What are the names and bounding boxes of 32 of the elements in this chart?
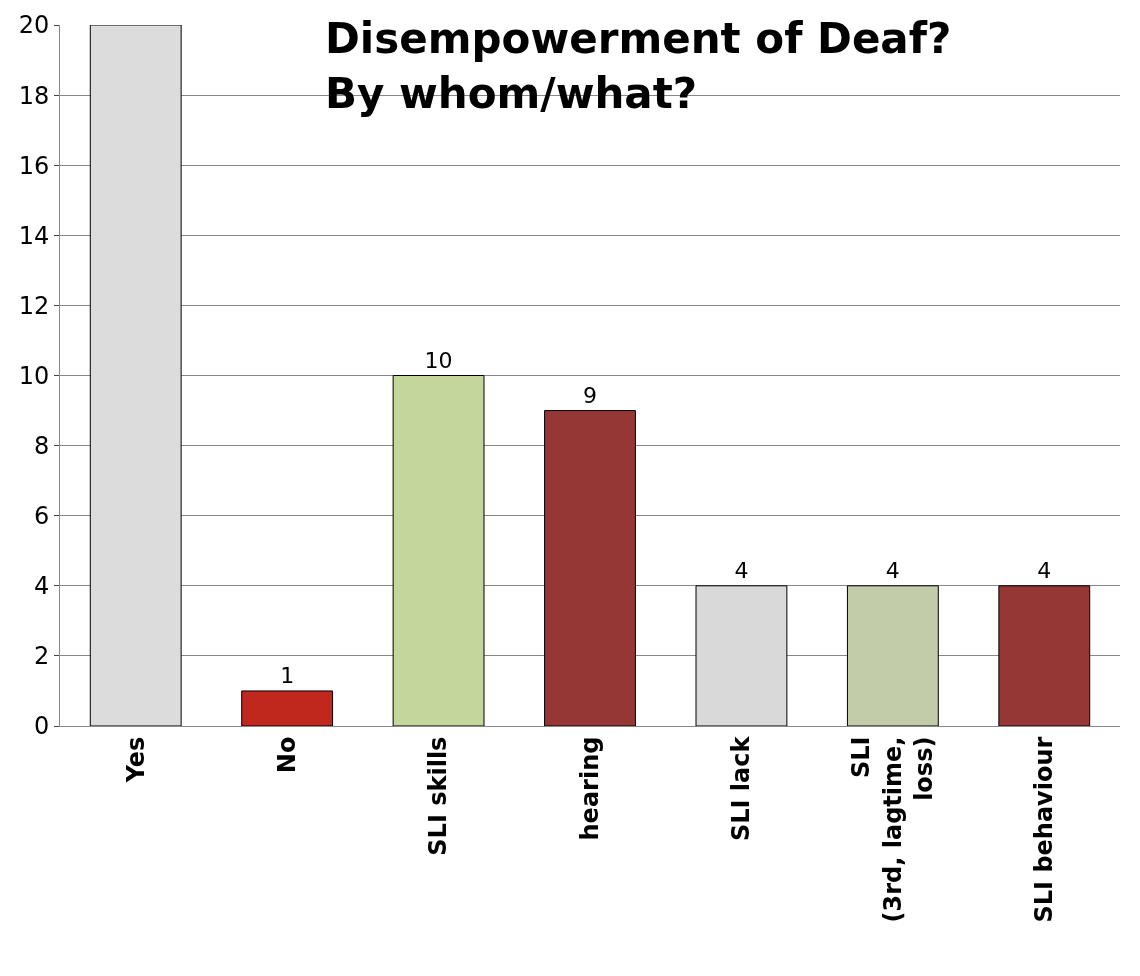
y-tick-label: 2 (33, 642, 50, 671)
y-tick-label: 10 (18, 361, 50, 390)
x-tick-label: Yes (121, 736, 150, 784)
y-tick-label: 20 (18, 11, 50, 40)
bar (392, 375, 485, 726)
bar (544, 410, 636, 726)
bar (241, 690, 334, 726)
y-tick-label: 8 (33, 432, 50, 460)
data-label: 10 (424, 347, 453, 373)
bar (998, 585, 1091, 726)
y-tick-label: 14 (18, 221, 50, 250)
x-tick-label: SLI skills (424, 736, 453, 856)
y-tick-label: 18 (18, 81, 50, 110)
y-tick-label: 4 (33, 572, 50, 601)
bar (695, 585, 788, 726)
data-label: 4 (1037, 557, 1052, 583)
y-tick-label: 16 (18, 151, 50, 180)
y-tick-label: 0 (33, 712, 50, 741)
x-tick-label: No (272, 736, 301, 774)
x-tick-label: SLI (3rd, lagtime, loss) (847, 736, 938, 923)
chart-title: Disempowerment of Deaf? By whom/what? (325, 14, 952, 118)
bar (846, 585, 939, 726)
y-tick-label: 12 (18, 291, 50, 320)
y-tick-label: 6 (33, 502, 50, 531)
data-label: 4 (885, 557, 900, 583)
x-tick-label: hearing (575, 736, 604, 841)
x-tick-label: SLI behaviour (1030, 736, 1059, 923)
data-label: 9 (583, 382, 597, 408)
x-tick-label: SLI lack (727, 735, 756, 842)
data-label: 1 (280, 662, 295, 688)
bar (89, 25, 182, 726)
data-label: 4 (734, 557, 749, 583)
